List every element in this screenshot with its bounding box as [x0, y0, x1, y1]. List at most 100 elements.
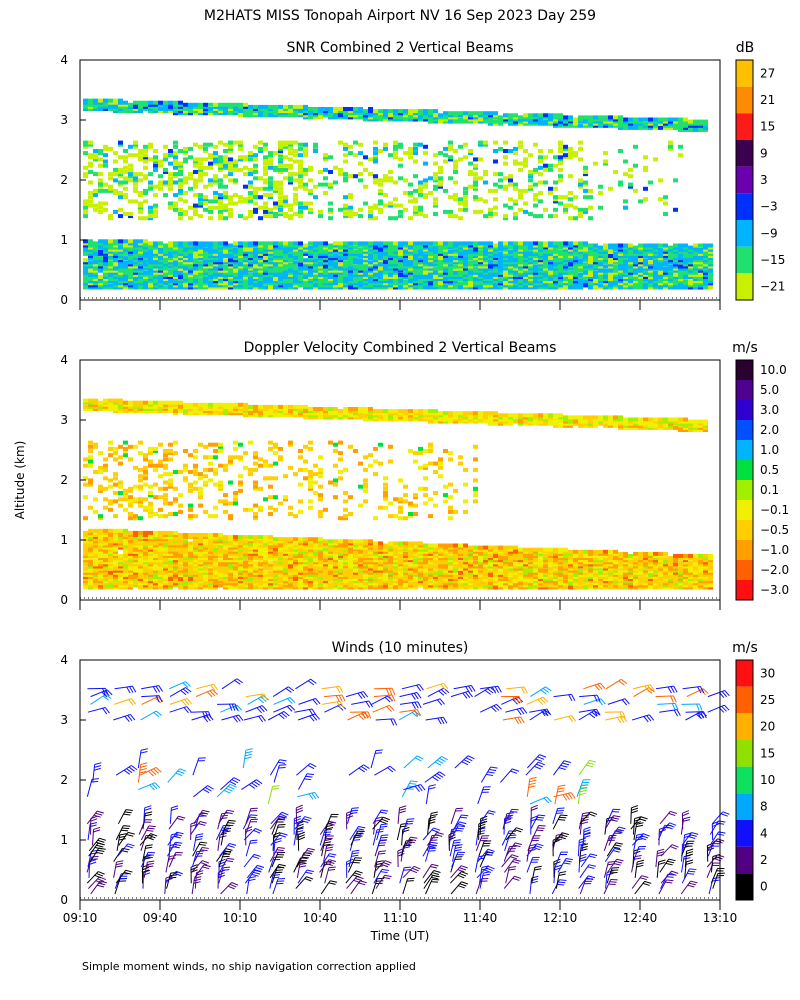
heatmap-cell [413, 243, 418, 248]
heatmap-cell [623, 254, 628, 258]
heatmap-cell [378, 111, 383, 116]
heatmap-cell [548, 117, 553, 122]
heatmap-cell [268, 272, 273, 277]
heatmap-cell [523, 266, 528, 271]
heatmap-cell [118, 545, 123, 550]
heatmap-cell [483, 199, 488, 204]
heatmap-cell [218, 264, 223, 269]
heatmap-cell [283, 144, 288, 149]
heatmap-cell [628, 262, 633, 267]
heatmap-cell [188, 104, 193, 109]
heatmap-cell [158, 577, 163, 582]
heatmap-cell [558, 254, 563, 258]
heatmap-cell [453, 281, 458, 286]
heatmap-cell [168, 161, 173, 166]
heatmap-cell [358, 268, 363, 273]
heatmap-cell [213, 153, 218, 158]
heatmap-cell [413, 245, 418, 250]
heatmap-cell [283, 281, 288, 286]
heatmap-cell [678, 251, 683, 256]
heatmap-cell [523, 251, 528, 256]
heatmap-cell [113, 581, 118, 586]
heatmap-cell [373, 285, 378, 290]
heatmap-cell [353, 283, 358, 288]
heatmap-cell [158, 535, 163, 540]
heatmap-cell [453, 119, 458, 124]
heatmap-cell [658, 254, 663, 258]
heatmap-cell [488, 241, 493, 246]
heatmap-cell [218, 193, 223, 198]
heatmap-cell [153, 107, 158, 111]
heatmap-cell [373, 205, 378, 210]
heatmap-cell [418, 256, 423, 261]
heatmap-cell [213, 264, 218, 269]
heatmap-cell [233, 256, 238, 261]
heatmap-cell [508, 254, 513, 258]
heatmap-cell [123, 251, 128, 256]
heatmap-cell [313, 275, 318, 279]
heatmap-cell [428, 113, 433, 118]
heatmap-cell [403, 241, 408, 246]
heatmap-cell [608, 245, 613, 250]
heatmap-cell [243, 184, 248, 189]
heatmap-cell [528, 275, 533, 279]
heatmap-cell [118, 402, 123, 407]
heatmap-cell [638, 123, 643, 128]
heatmap-cell [393, 279, 398, 284]
heatmap-cell [93, 558, 98, 563]
heatmap-cell [338, 283, 343, 288]
heatmap-cell [393, 277, 398, 282]
heatmap-cell [698, 125, 703, 130]
heatmap-cell [143, 100, 148, 105]
heatmap-cell [598, 115, 603, 120]
heatmap-cell [223, 243, 228, 248]
heatmap-cell [458, 247, 463, 252]
heatmap-cell [183, 266, 188, 271]
heatmap-cell [558, 117, 563, 122]
heatmap-cell [83, 260, 88, 265]
heatmap-cell [568, 279, 573, 284]
heatmap-cell [313, 285, 318, 290]
heatmap-cell [288, 165, 293, 170]
heatmap-cell [113, 491, 118, 495]
heatmap-cell [83, 400, 88, 405]
heatmap-cell [188, 264, 193, 269]
heatmap-cell [268, 151, 273, 156]
heatmap-cell [113, 537, 118, 542]
heatmap-cell [528, 272, 533, 277]
heatmap-cell [233, 251, 238, 256]
heatmap-cell [203, 102, 208, 107]
heatmap-cell [108, 239, 113, 244]
heatmap-cell [123, 545, 128, 550]
heatmap-cell [183, 272, 188, 277]
heatmap-cell [618, 249, 623, 254]
heatmap-cell [408, 268, 413, 273]
heatmap-cell [263, 161, 268, 166]
heatmap-cell [108, 533, 113, 537]
heatmap-cell [688, 251, 693, 256]
heatmap-cell [288, 207, 293, 212]
heatmap-cell [618, 254, 623, 258]
heatmap-cell [513, 212, 518, 216]
heatmap-cell [103, 577, 108, 582]
heatmap-cell [138, 568, 143, 573]
heatmap-cell [188, 262, 193, 267]
heatmap-cell [578, 266, 583, 271]
heatmap-cell [493, 272, 498, 277]
heatmap-cell [413, 109, 418, 114]
heatmap-cell [598, 119, 603, 124]
heatmap-cell [433, 275, 438, 279]
heatmap-cell [103, 463, 108, 468]
heatmap-cell [258, 266, 263, 271]
heatmap-cell [133, 551, 138, 556]
heatmap-cell [128, 457, 133, 462]
heatmap-cell [598, 275, 603, 279]
heatmap-cell [113, 275, 118, 279]
heatmap-cell [378, 178, 383, 183]
heatmap-cell [553, 266, 558, 271]
heatmap-cell [143, 270, 148, 275]
heatmap-cell [523, 247, 528, 252]
heatmap-cell [423, 268, 428, 273]
heatmap-cell [123, 562, 128, 567]
heatmap-cell [543, 285, 548, 290]
